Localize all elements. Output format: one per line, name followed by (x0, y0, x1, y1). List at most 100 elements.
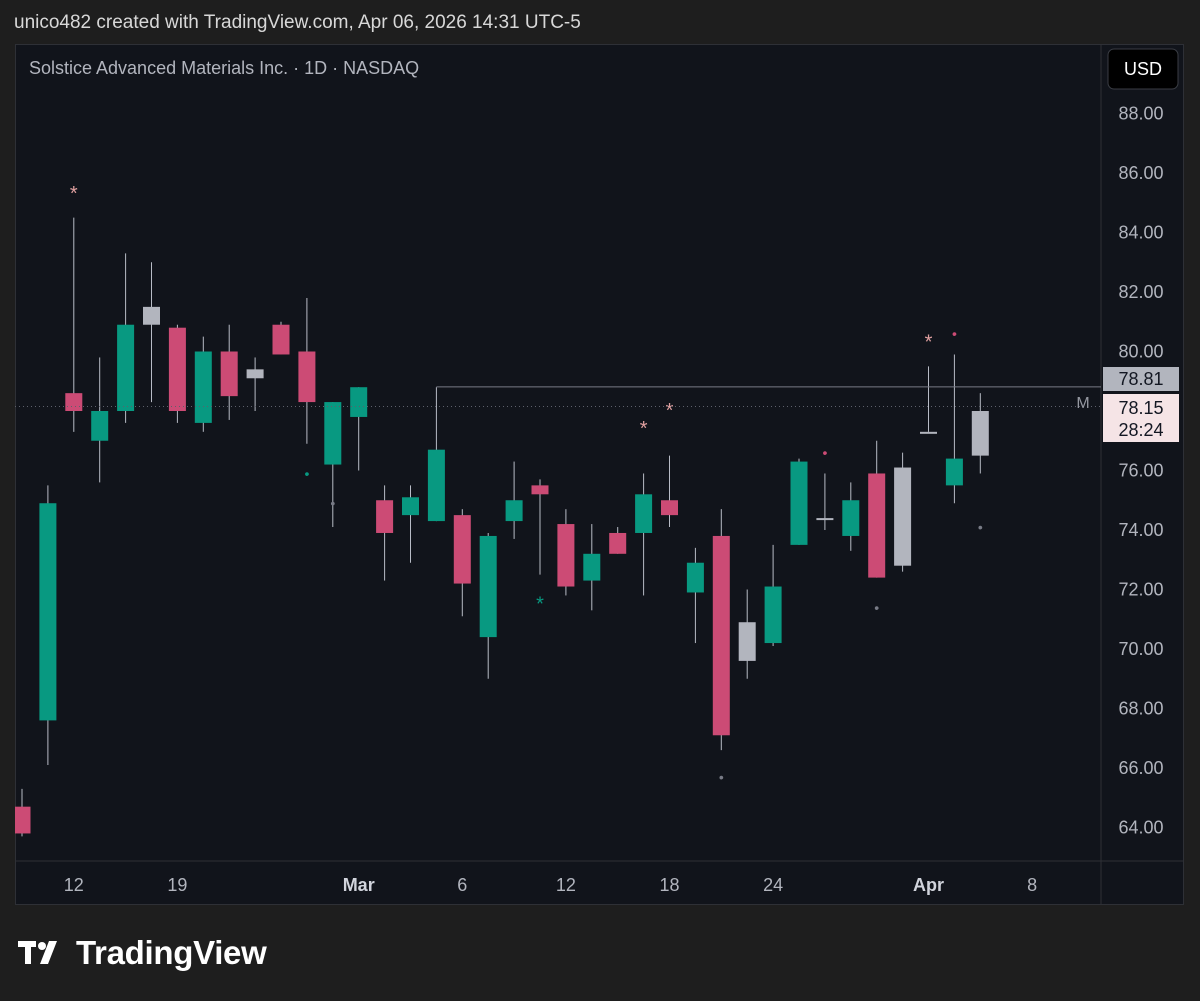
time-tick-5: 18 (659, 875, 679, 895)
candle-13 (350, 387, 368, 471)
candle-body-7 (194, 351, 212, 423)
candle-15 (402, 485, 419, 563)
chart-frame (15, 44, 1184, 905)
candle-20 (531, 479, 549, 575)
candle-body-24 (635, 494, 653, 533)
candle-body-1 (39, 503, 57, 721)
candle-body-2 (65, 393, 83, 411)
candle-body-31 (816, 518, 834, 521)
marker-27: • (719, 769, 724, 785)
candles-layer (15, 217, 989, 837)
candle-35 (920, 366, 937, 434)
candle-4 (117, 253, 135, 423)
candle-body-27 (712, 535, 730, 736)
time-tick-0: 12 (64, 875, 84, 895)
candle-body-8 (220, 351, 238, 397)
candle-31 (816, 473, 834, 530)
candle-body-23 (609, 532, 627, 554)
candle-22 (583, 524, 601, 611)
candle-26 (686, 547, 704, 644)
candle-23 (609, 527, 627, 554)
candle-11 (298, 297, 316, 444)
candle-body-15 (402, 497, 419, 516)
price-marker-m: M (1076, 395, 1089, 412)
candle-body-20 (531, 485, 549, 495)
markers-layer: * • • * * * • • • * • • (70, 183, 983, 785)
price-tick-11: 66.00 (1118, 758, 1163, 778)
candle-body-34 (894, 467, 912, 566)
currency-button-label[interactable]: USD (1124, 59, 1162, 79)
marker-2: * (70, 183, 78, 205)
candle-36 (945, 354, 963, 504)
candle-6 (168, 324, 186, 423)
price-tick-0: 88.00 (1118, 104, 1163, 124)
marker-24: * (640, 418, 648, 440)
last-close-label: 78.81 (1103, 367, 1179, 391)
candle-1 (39, 485, 57, 766)
candle-body-35 (920, 431, 937, 434)
price-tick-8: 72.00 (1118, 580, 1163, 600)
marker-31: • (822, 445, 827, 461)
candle-body-28 (738, 622, 756, 661)
candle-body-26 (686, 562, 704, 593)
marker-36: • (952, 326, 957, 342)
candle-37 (971, 393, 989, 474)
candle-body-33 (868, 473, 886, 578)
candle-24 (635, 473, 653, 596)
price-axis: 88.0086.0084.0082.0080.0078.0076.0074.00… (1118, 104, 1163, 838)
time-tick-7: Apr (913, 875, 944, 895)
candle-28 (738, 589, 756, 679)
price-tick-7: 74.00 (1118, 520, 1163, 540)
candle-21 (557, 509, 575, 596)
price-tick-9: 70.00 (1118, 639, 1163, 659)
candle-30 (790, 458, 808, 545)
candle-3 (91, 357, 109, 483)
marker-33: • (874, 599, 879, 615)
time-tick-4: 12 (556, 875, 576, 895)
marker-25: * (666, 400, 674, 422)
candle-body-9 (246, 369, 264, 379)
candle-27 (712, 509, 730, 751)
tradingview-brand[interactable]: TradingView (18, 934, 267, 972)
candle-33 (868, 440, 886, 578)
marker-37: • (978, 519, 983, 535)
candlestick-chart[interactable]: * • • * * * • • • * • • 88.00 86.00 84.00 82.00 80.00 78… (15, 44, 1184, 905)
time-tick-2: Mar (343, 875, 375, 895)
candle-body-37 (971, 411, 989, 456)
marker-12: • (330, 495, 335, 511)
candle-body-21 (557, 524, 575, 587)
candle-body-17 (453, 515, 471, 584)
candle-16 (427, 387, 445, 522)
candle-body-0 (15, 806, 31, 834)
price-tick-2: 84.00 (1118, 223, 1163, 243)
candle-32 (842, 482, 860, 551)
candle-12 (324, 402, 342, 528)
marker-20: * (536, 593, 544, 615)
chart-legend-title: Solstice Advanced Materials Inc. · 1D · … (29, 58, 419, 78)
candle-body-12 (324, 402, 342, 465)
candle-19 (505, 461, 523, 539)
currency-button[interactable]: USD (1107, 48, 1179, 90)
candle-body-6 (168, 327, 186, 411)
candle-body-29 (764, 586, 782, 644)
price-tick-1: 86.00 (1118, 163, 1163, 183)
candle-9 (246, 357, 264, 411)
candle-body-19 (505, 500, 523, 522)
candle-8 (220, 324, 238, 420)
time-tick-6: 24 (763, 875, 783, 895)
candle-body-36 (945, 458, 963, 486)
candle-25 (661, 455, 678, 528)
candle-34 (894, 452, 912, 572)
candle-body-25 (661, 500, 678, 516)
candle-2 (65, 217, 83, 432)
price-tick-6: 76.00 (1118, 461, 1163, 481)
marker-11: • (304, 465, 309, 481)
candle-body-3 (91, 411, 109, 441)
candle-5 (143, 262, 160, 403)
price-tick-4: 80.00 (1118, 342, 1163, 362)
time-tick-8: 8 (1027, 875, 1037, 895)
current-price-value: 78.15 (1118, 398, 1163, 418)
candle-body-32 (842, 500, 860, 536)
candle-body-10 (272, 324, 290, 355)
reference-lines (15, 386, 1101, 408)
